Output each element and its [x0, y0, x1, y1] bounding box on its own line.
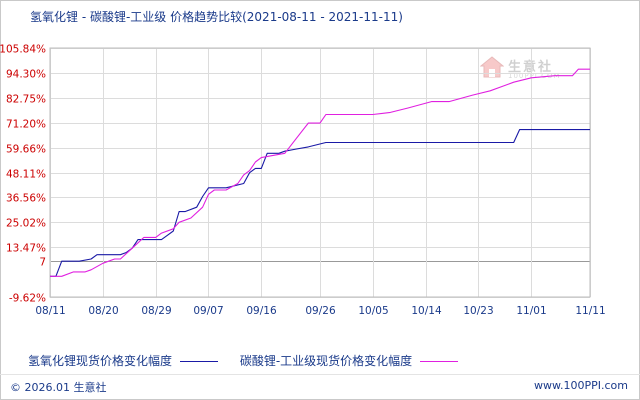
y-tick-label: 71.20%	[6, 119, 46, 131]
y-tick-label: 36.56%	[6, 193, 46, 205]
y-tick-label: 82.75%	[6, 94, 46, 106]
y-tick-label: 59.66%	[6, 144, 46, 156]
x-tick-label: 09/16	[246, 305, 277, 317]
y-tick-label: -9.62%	[9, 293, 46, 305]
watermark-text: 生意社	[508, 60, 554, 75]
footer-divider	[0, 374, 640, 375]
chart-title: 氢氧化锂 - 碳酸锂-工业级 价格趋势比较(2021-08-11 - 2021-…	[30, 8, 403, 25]
legend-label-series2: 碳酸锂-工业级现货价格变化幅度	[239, 354, 413, 368]
watermark-logo: 生意社 100PPI.COM	[480, 54, 572, 80]
legend-item-series1: 氢氧化锂现货价格变化幅度	[28, 352, 219, 369]
legend-label-series1: 氢氧化锂现货价格变化幅度	[28, 354, 173, 368]
x-tick-label: 11/11	[575, 305, 605, 317]
footer-site-link[interactable]: www.100PPI.com	[534, 379, 628, 392]
x-tick-label: 09/07	[193, 305, 223, 317]
y-tick-label: 13.47%	[6, 243, 46, 255]
footer-copyright: © 2026.01 生意社	[10, 381, 107, 394]
x-tick-label: 10/05	[358, 305, 388, 317]
y-tick-label: 7	[39, 257, 46, 269]
chart-date-range: (2021-08-11 - 2021-11-11)	[242, 10, 403, 24]
x-tick-label: 10/23	[463, 305, 493, 317]
x-tick-label: 10/14	[411, 305, 442, 317]
x-tick-label: 09/26	[305, 305, 336, 317]
series-line-1	[50, 129, 590, 277]
chart-title-text: 氢氧化锂 - 碳酸锂-工业级 价格趋势比较	[30, 10, 243, 24]
y-tick-label: 48.11%	[6, 169, 46, 181]
x-tick-label: 08/11	[35, 305, 65, 317]
y-tick-label: 94.30%	[6, 69, 46, 81]
y-tick-label: 25.02%	[6, 218, 46, 230]
x-tick-label: 11/01	[516, 305, 546, 317]
legend-swatch-series1	[180, 361, 219, 362]
series-line-2	[50, 68, 590, 277]
x-tick-label: 08/29	[141, 305, 171, 317]
legend-swatch-series2	[420, 361, 459, 362]
x-tick-label: 08/20	[88, 305, 118, 317]
plot-area	[49, 47, 591, 298]
legend-item-series2: 碳酸锂-工业级现货价格变化幅度	[239, 352, 459, 369]
watermark-subtext: 100PPI.COM	[508, 72, 561, 80]
y-tick-label: 105.84%	[0, 44, 46, 56]
chart-legend: 氢氧化锂现货价格变化幅度 碳酸锂-工业级现货价格变化幅度	[28, 352, 476, 369]
